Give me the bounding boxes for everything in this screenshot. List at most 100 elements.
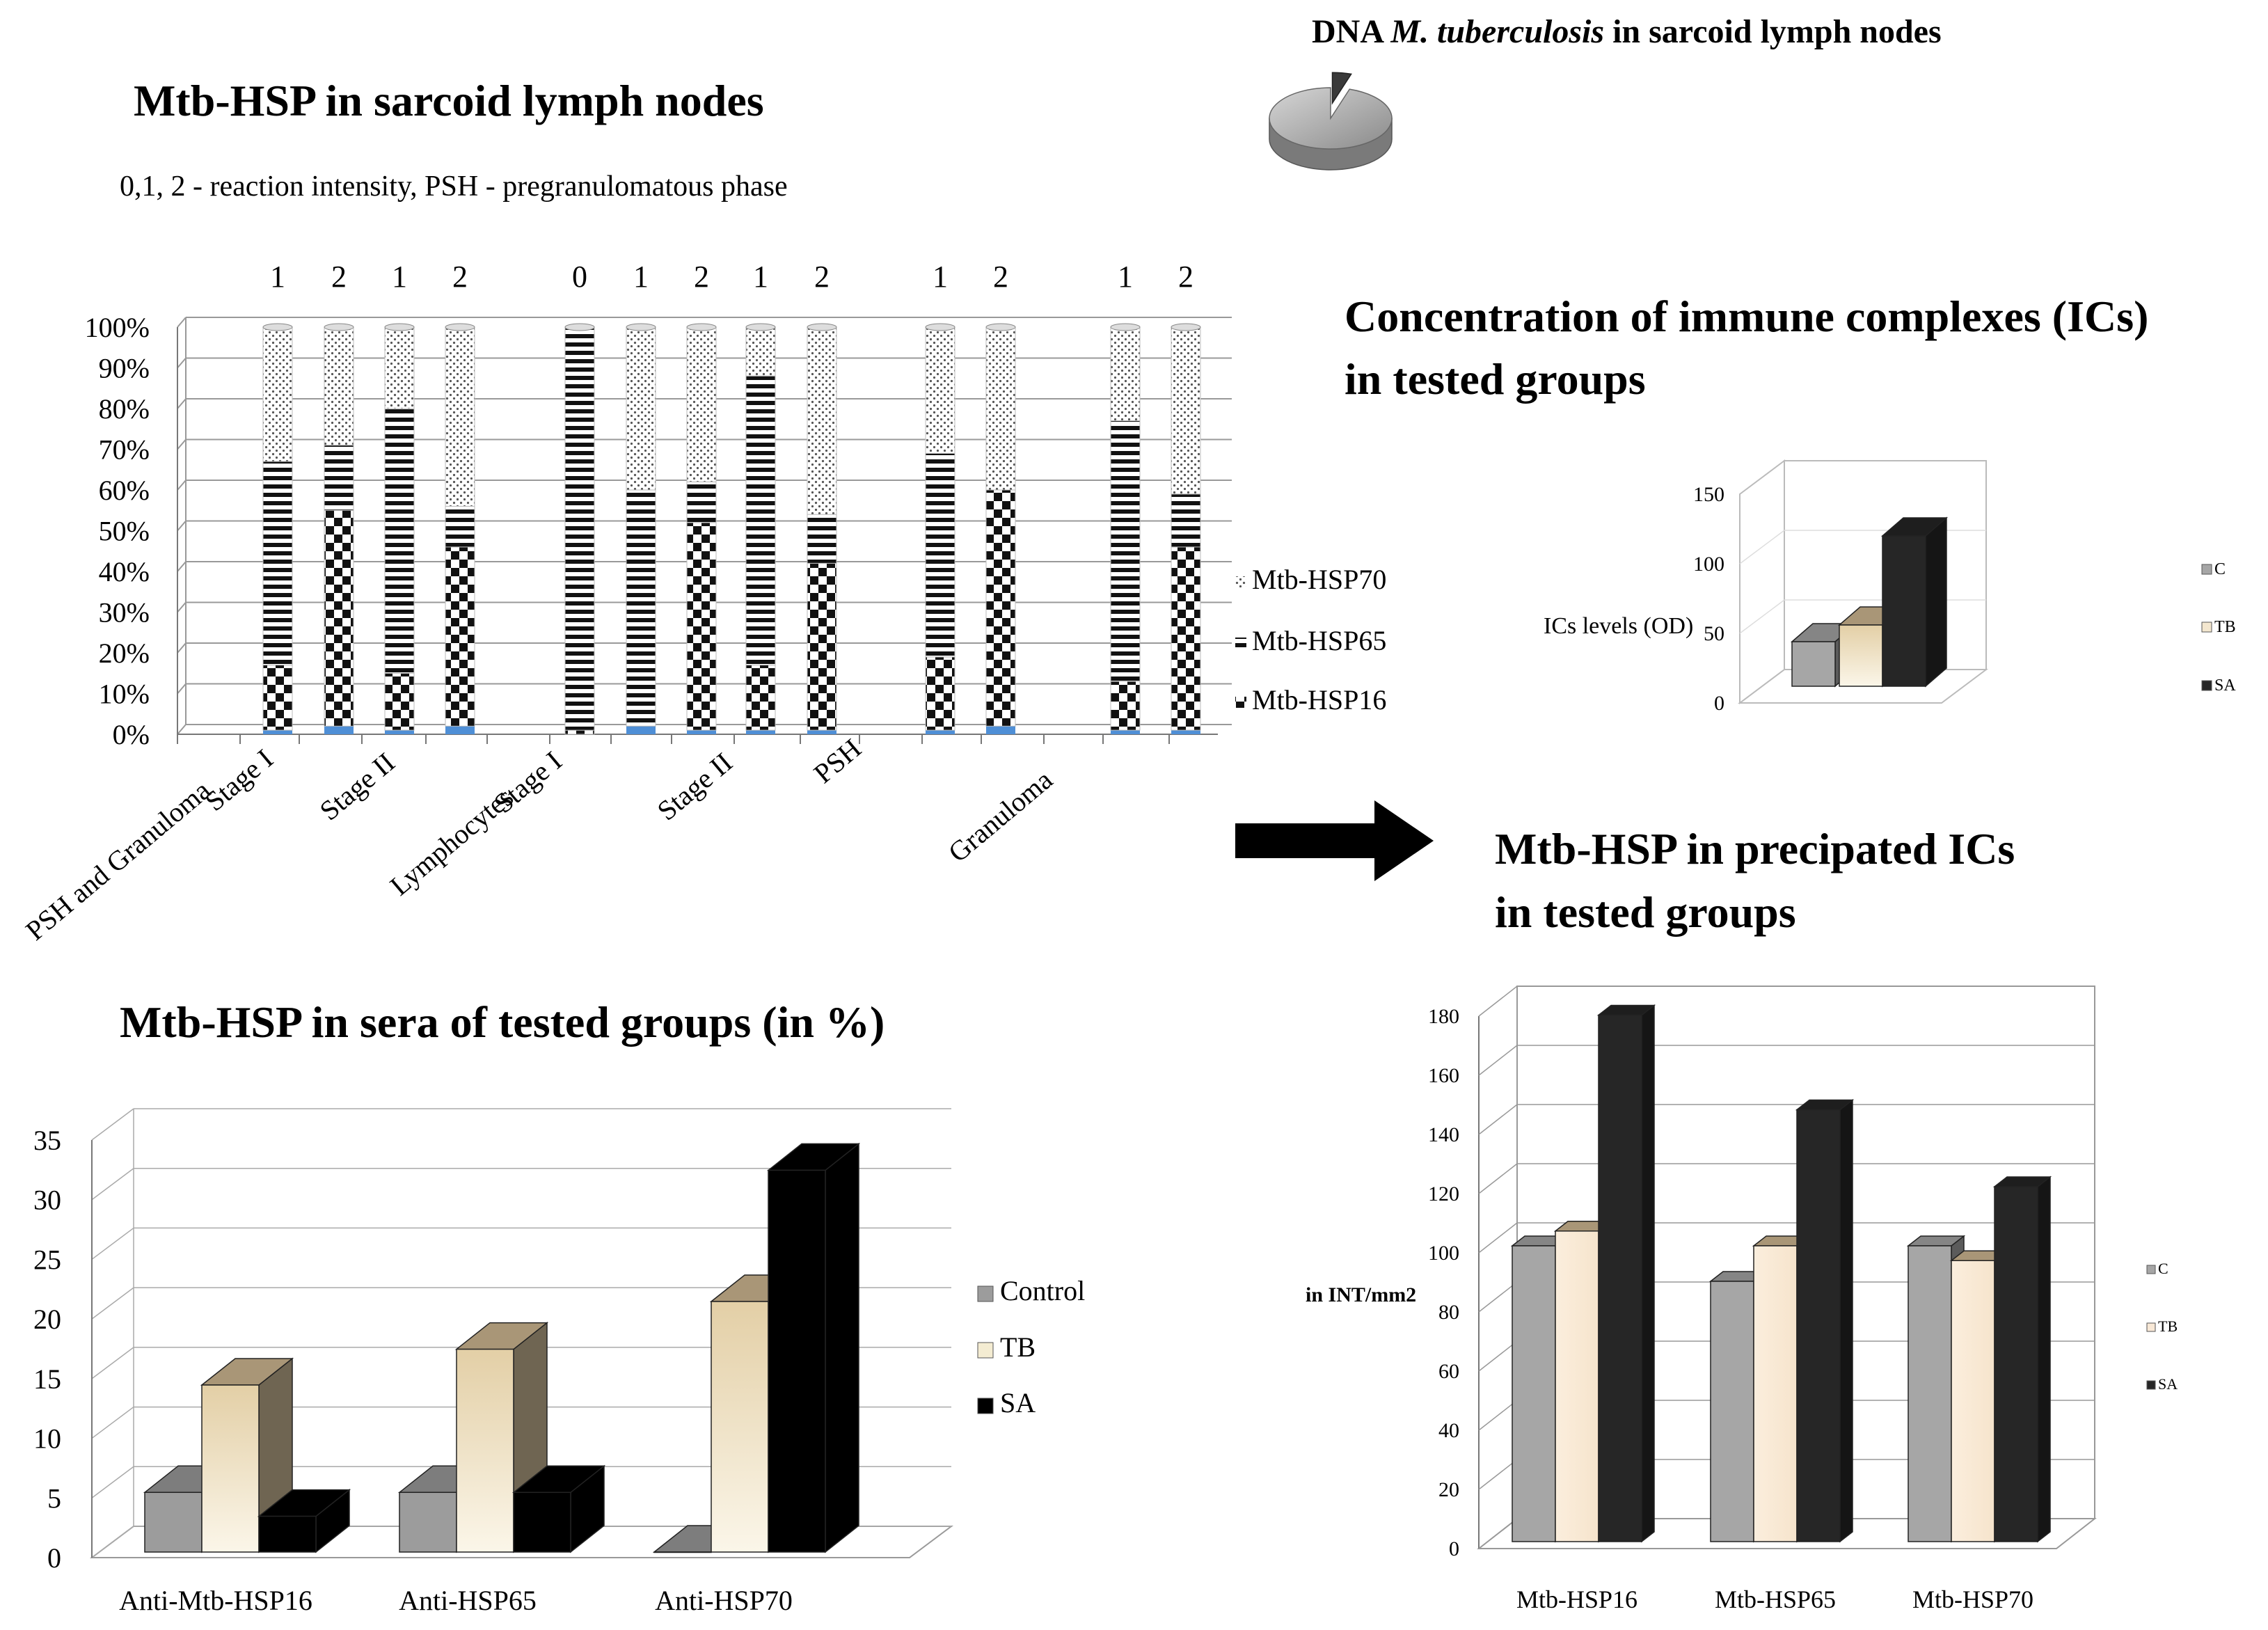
stacked-bar-intensity-label: 2 bbox=[694, 260, 709, 294]
sera-bar-front bbox=[513, 1491, 571, 1553]
stacked-y-tick-label: 100% bbox=[85, 312, 150, 343]
arrow-right-icon bbox=[1235, 800, 1434, 881]
precip-chart: 0 20 40 60 80 100 120 140 160 180 in INT/mm2 Mtb-HS… bbox=[1306, 986, 2178, 1613]
sera-legend-swatch bbox=[977, 1285, 994, 1302]
precip-grid-side bbox=[1478, 1518, 1518, 1549]
stacked-segment-hsp65 bbox=[686, 481, 717, 523]
sera-grid-side bbox=[91, 1227, 134, 1260]
stacked-segment-hsp65 bbox=[564, 326, 595, 731]
stacked-y-tick-label: 60% bbox=[99, 475, 150, 506]
sera-grid-side bbox=[91, 1168, 134, 1201]
precip-y-tick-label: 20 bbox=[1438, 1478, 1459, 1501]
stacked-grid-depth bbox=[177, 398, 187, 409]
precip-bar-front bbox=[1994, 1186, 2038, 1542]
stacked-bar bbox=[626, 323, 656, 734]
sera-legend-swatch bbox=[977, 1342, 994, 1359]
sera-grid-side bbox=[91, 1347, 134, 1379]
stacked-segment-base bbox=[385, 730, 414, 734]
ics-legend-swatch bbox=[2201, 680, 2212, 691]
sera-bar-front bbox=[711, 1301, 769, 1553]
stacked-bar bbox=[384, 323, 415, 734]
sera-bar-front bbox=[399, 1491, 457, 1553]
stacked-segment-hsp16 bbox=[745, 665, 776, 731]
ics-chart-title-line1: Concentration of immune complexes (ICs) bbox=[1345, 292, 2149, 341]
precip-y-tick-label: 60 bbox=[1438, 1360, 1459, 1383]
stacked-segment-base bbox=[1171, 730, 1200, 734]
stacked-segment-hsp70 bbox=[626, 326, 656, 491]
stacked-y-tick-label: 90% bbox=[99, 353, 150, 384]
precip-x-tick-label: Mtb-HSP65 bbox=[1715, 1585, 1836, 1613]
ics-bar-tb-front bbox=[1839, 624, 1883, 687]
stacked-segment-hsp16 bbox=[985, 489, 1016, 727]
ics-grid-side bbox=[1739, 530, 1785, 564]
pie-chart-title: DNA M. tuberculosis in sarcoid lymph nod… bbox=[1312, 13, 1942, 50]
stacked-segment-hsp70 bbox=[1171, 326, 1201, 495]
sera-y-tick-label: 30 bbox=[33, 1185, 61, 1216]
sera-grid-side bbox=[91, 1526, 134, 1558]
ics-chart: 0 50 100 150 ICs levels (OD) C TB SA bbox=[1544, 459, 2236, 715]
stacked-legend-swatch bbox=[1235, 576, 1246, 587]
precip-chart-title-line1: Mtb-HSP in precipated ICs bbox=[1495, 824, 2015, 873]
stacked-segment-hsp16 bbox=[445, 546, 475, 727]
stacked-grid-depth bbox=[177, 724, 187, 735]
stacked-bar bbox=[564, 323, 595, 735]
precip-grid-side bbox=[1478, 1104, 1518, 1135]
stacked-bar-cap bbox=[626, 323, 656, 331]
stacked-segment-base bbox=[445, 726, 475, 734]
sera-y-tick-label: 20 bbox=[33, 1304, 61, 1335]
stacked-legend-swatch bbox=[1235, 638, 1246, 649]
sera-bar-front bbox=[144, 1491, 203, 1553]
stacked-bar-cap bbox=[686, 323, 717, 331]
stacked-grid-depth bbox=[177, 601, 187, 613]
precip-bar bbox=[1596, 1004, 1656, 1543]
stacked-segment-base bbox=[263, 730, 292, 734]
stacked-bar-cap bbox=[1171, 323, 1201, 331]
stacked-segment-hsp70 bbox=[445, 326, 475, 507]
stacked-legend-label: Mtb-HSP16 bbox=[1252, 684, 1386, 715]
sera-legend-label: Control bbox=[1000, 1275, 1085, 1306]
stacked-group-label: Stage II bbox=[651, 746, 738, 826]
stacked-legend-label: Mtb-HSP70 bbox=[1252, 564, 1386, 595]
stacked-segment-base bbox=[926, 730, 955, 734]
sera-y-tick-label: 5 bbox=[47, 1482, 61, 1514]
sera-grid-side bbox=[91, 1466, 134, 1498]
pie-slice-small bbox=[1331, 72, 1352, 105]
stacked-bar-intensity-label: 1 bbox=[270, 260, 285, 294]
precip-bar-front bbox=[1753, 1245, 1798, 1542]
ics-legend-swatch bbox=[2201, 564, 2212, 575]
precip-legend-label: TB bbox=[2158, 1318, 2178, 1335]
precip-x-tick-label: Mtb-HSP16 bbox=[1516, 1585, 1637, 1613]
precip-y-tick-label: 160 bbox=[1428, 1064, 1459, 1087]
sera-x-tick-label: Anti-Mtb-HSP16 bbox=[119, 1585, 312, 1616]
stacked-grid-depth bbox=[177, 317, 187, 328]
stacked-bar-cap bbox=[745, 323, 776, 331]
stacked-bar-intensity-label: 2 bbox=[1178, 260, 1194, 294]
precip-bar-front bbox=[1710, 1281, 1754, 1542]
precip-y-tick-label: 180 bbox=[1428, 1005, 1459, 1028]
stacked-bar-intensity-label: 2 bbox=[993, 260, 1008, 294]
precip-bar-side bbox=[1839, 1098, 1853, 1543]
stacked-segment-hsp70 bbox=[985, 326, 1016, 491]
ics-bar-sa bbox=[1880, 516, 1949, 688]
stacked-segment-hsp70 bbox=[745, 326, 776, 377]
stacked-group-label: PSH bbox=[808, 732, 867, 789]
stacked-legend-label: Mtb-HSP65 bbox=[1252, 625, 1386, 656]
ics-legend-label: TB bbox=[2214, 618, 2236, 636]
stacked-bar-intensity-label: 2 bbox=[452, 260, 468, 294]
stacked-bar bbox=[925, 323, 955, 734]
stacked-segment-hsp70 bbox=[262, 326, 293, 462]
ics-legend-label: SA bbox=[2214, 676, 2236, 695]
stacked-segment-hsp65 bbox=[324, 445, 354, 511]
sera-grid-side bbox=[91, 1108, 134, 1141]
ics-y-tick-label: 50 bbox=[1704, 622, 1724, 645]
precip-bar-front bbox=[1908, 1245, 1952, 1542]
ics-y-tick-label: 150 bbox=[1693, 483, 1724, 506]
precip-legend-label: SA bbox=[2158, 1375, 2178, 1393]
stacked-bar bbox=[745, 323, 776, 734]
stacked-bar-cap bbox=[324, 323, 354, 331]
sera-bar bbox=[766, 1142, 861, 1553]
stacked-segment-hsp16 bbox=[324, 509, 354, 727]
stacked-segment-hsp70 bbox=[324, 326, 354, 446]
stacked-segment-base bbox=[986, 726, 1015, 734]
sera-bar-side bbox=[825, 1142, 859, 1553]
